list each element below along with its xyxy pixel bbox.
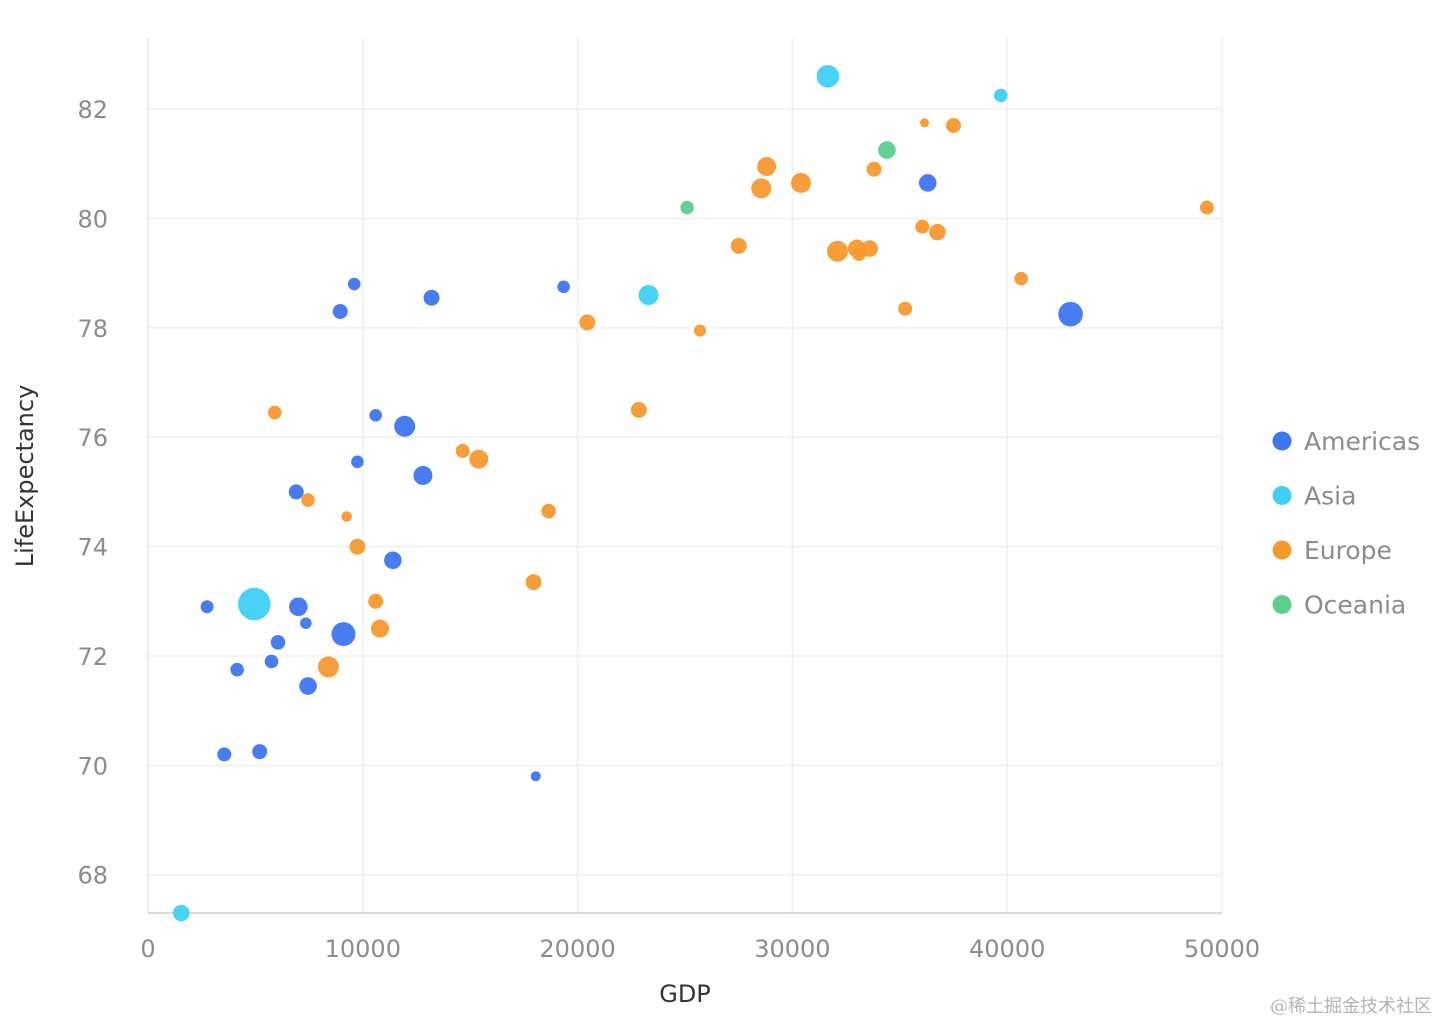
data-point [413, 466, 433, 485]
y-tick-label: 76 [77, 424, 108, 452]
data-point [331, 622, 356, 647]
data-point [264, 654, 279, 669]
data-point [730, 237, 747, 254]
legend-label: Asia [1304, 482, 1356, 511]
data-point [915, 219, 930, 234]
y-tick-label: 74 [77, 534, 108, 562]
data-point [993, 88, 1008, 103]
data-point [851, 247, 866, 262]
data-point [200, 600, 214, 614]
data-point [230, 662, 244, 677]
legend-label: Europe [1304, 536, 1392, 565]
y-axis-title: LifeExpectancy [11, 385, 39, 568]
data-point [918, 174, 937, 192]
x-tick-label: 40000 [969, 935, 1045, 963]
data-point [252, 744, 268, 760]
legend-marker [1272, 486, 1292, 505]
data-point [300, 617, 312, 629]
data-point [920, 118, 930, 128]
data-points [172, 64, 1214, 922]
legend-marker [1272, 540, 1292, 560]
data-point [351, 455, 364, 469]
data-point [332, 303, 348, 319]
y-tick-label: 72 [77, 643, 108, 671]
tick-labels: 0 10000 20000 30000 40000 50000 68 70 72 74 76 78 80… [77, 96, 1260, 963]
data-point [469, 449, 489, 469]
x-axis-title: GDP [659, 980, 711, 1008]
data-point [301, 493, 315, 507]
y-tick-label: 70 [77, 752, 108, 780]
data-point [267, 405, 282, 420]
data-point [694, 324, 707, 337]
data-point [827, 240, 849, 262]
data-point [341, 511, 352, 522]
data-point [866, 161, 882, 177]
data-point [790, 172, 811, 193]
data-point [394, 415, 416, 437]
data-point [1058, 301, 1083, 327]
y-tick-label: 78 [77, 315, 108, 343]
data-point [816, 64, 840, 88]
data-point [289, 597, 308, 617]
data-point [541, 503, 556, 519]
data-point [525, 574, 542, 591]
data-point [638, 285, 659, 306]
legend-marker [1272, 595, 1292, 614]
x-tick-label: 30000 [754, 935, 830, 963]
data-point [423, 289, 440, 306]
legend: Americas Asia Europe Oceania [1272, 427, 1420, 620]
gridlines [148, 38, 1223, 913]
data-point [370, 619, 389, 638]
data-point [680, 200, 694, 215]
y-tick-label: 80 [77, 205, 108, 233]
legend-label: Oceania [1304, 591, 1406, 620]
data-point [751, 178, 772, 199]
data-point [317, 656, 339, 678]
data-point [455, 443, 470, 458]
data-point [878, 141, 896, 159]
data-point [1199, 200, 1214, 215]
data-point [172, 904, 190, 922]
data-point [349, 538, 366, 555]
data-point [946, 118, 961, 133]
data-point [299, 677, 317, 695]
data-point [347, 277, 361, 291]
data-point [238, 587, 271, 621]
data-point [579, 314, 596, 331]
data-point [530, 771, 541, 782]
y-tick-label: 82 [77, 96, 108, 124]
y-tick-label: 68 [77, 862, 108, 890]
data-point [384, 551, 402, 570]
x-tick-label: 10000 [325, 935, 401, 963]
data-point [368, 593, 384, 609]
data-point [217, 747, 232, 762]
data-point [630, 401, 647, 418]
watermark: @稀土掘金技术社区 [1270, 996, 1432, 1017]
axes [147, 38, 1222, 914]
data-point [898, 301, 913, 316]
x-tick-label: 0 [140, 935, 155, 963]
data-point [929, 223, 946, 241]
data-point [288, 484, 304, 500]
data-point [557, 280, 570, 294]
data-point [757, 157, 777, 177]
data-point [369, 409, 382, 422]
x-tick-label: 20000 [539, 935, 615, 963]
legend-label: Americas [1304, 427, 1420, 456]
data-point [1014, 271, 1028, 286]
x-tick-label: 50000 [1184, 935, 1260, 963]
data-point [270, 634, 286, 650]
legend-marker [1272, 431, 1292, 451]
